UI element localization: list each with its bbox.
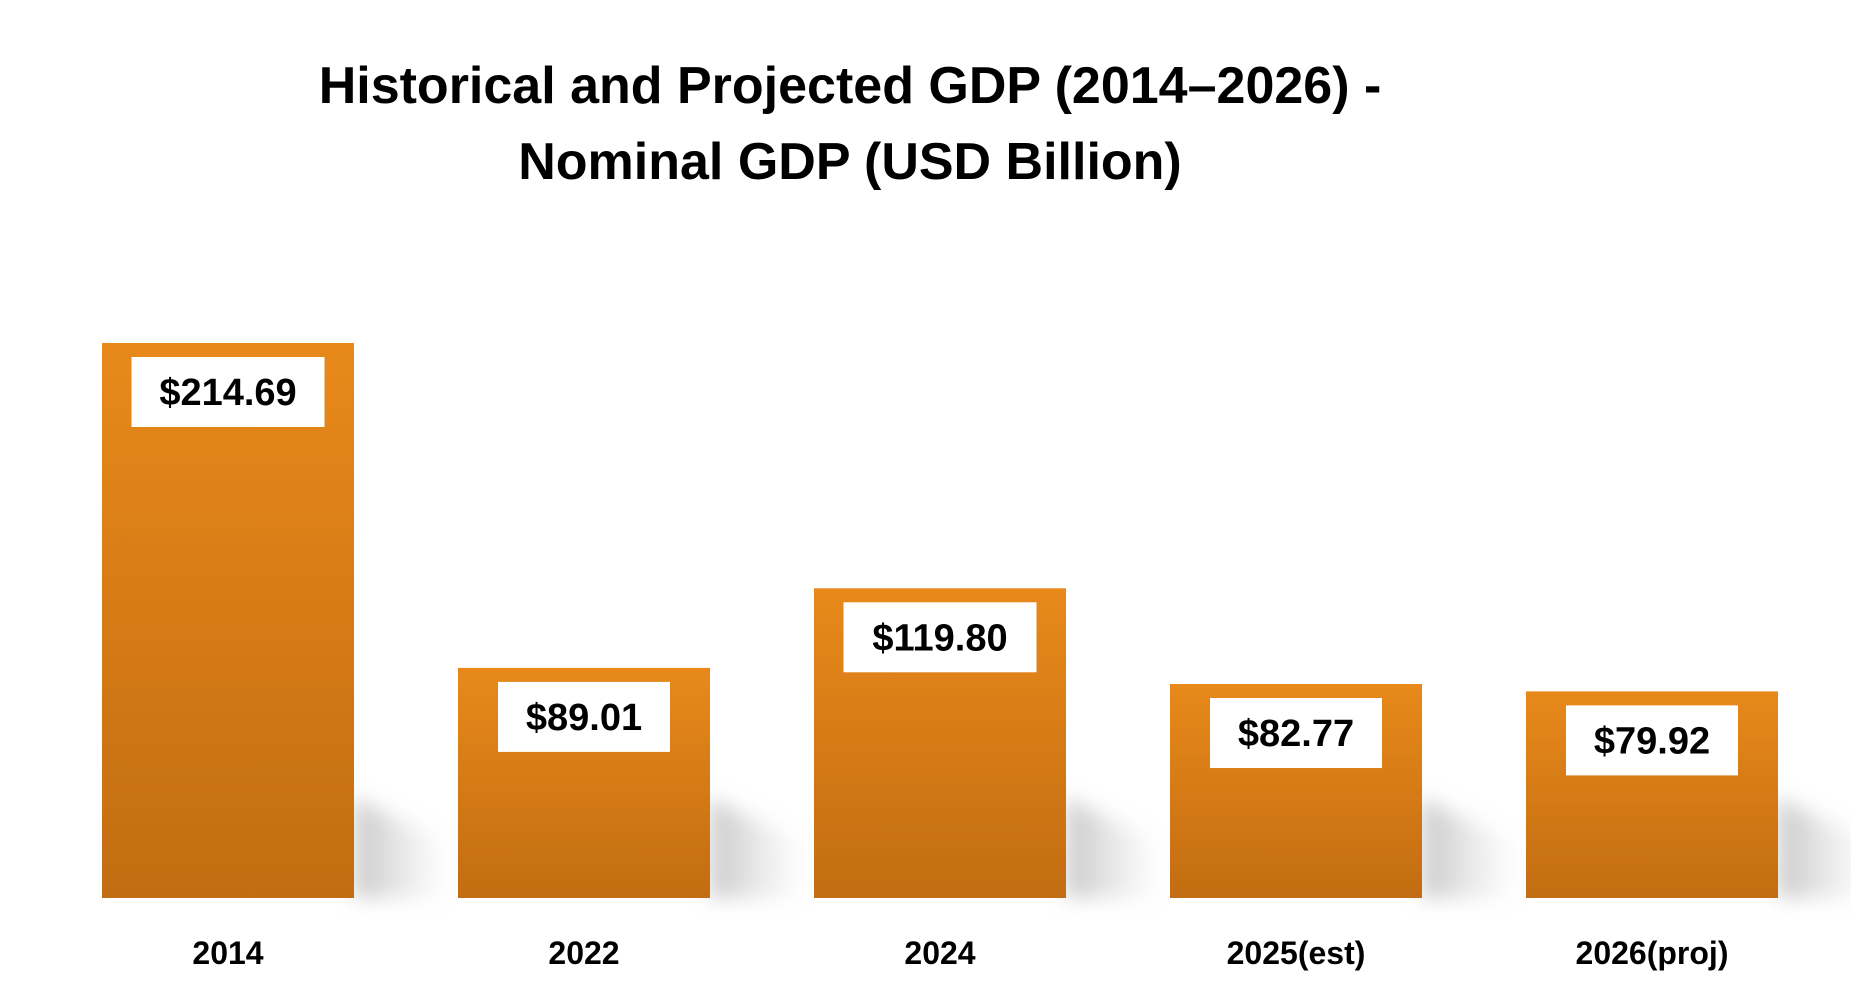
- data-label: $79.92: [1594, 720, 1710, 762]
- x-tick-label: 2022: [548, 935, 619, 971]
- data-label-box: [843, 602, 1037, 673]
- data-labels: $214.69 $89.01 $119.80 $82.77 $79.92: [131, 357, 1738, 776]
- data-label-box: [1566, 705, 1738, 776]
- x-tick-label: 2014: [192, 935, 263, 971]
- x-tick-label: 2026(proj): [1576, 935, 1729, 971]
- bar-2014: [102, 343, 354, 898]
- data-label: $82.77: [1238, 713, 1354, 755]
- data-label: $214.69: [159, 372, 296, 414]
- data-label-box: [498, 681, 670, 752]
- bar-shadow: [1066, 798, 1161, 898]
- data-label-box: [131, 357, 325, 427]
- data-label: $119.80: [872, 617, 1007, 659]
- bar-shadow: [354, 798, 449, 898]
- data-label: $89.01: [526, 697, 642, 739]
- bar-shadow: [1422, 798, 1517, 898]
- x-axis-ticks: 2014 2022 2024 2025(est) 2026(proj): [192, 935, 1728, 971]
- chart-title: Historical and Projected GDP (2014–2026)…: [318, 57, 1382, 191]
- bar-shadow: [1778, 798, 1851, 898]
- data-label-box: [1210, 698, 1382, 769]
- x-tick-label: 2024: [904, 935, 975, 971]
- x-tick-label: 2025(est): [1227, 935, 1366, 971]
- bar-shadows: [354, 798, 1851, 898]
- bar-shadow: [710, 798, 805, 898]
